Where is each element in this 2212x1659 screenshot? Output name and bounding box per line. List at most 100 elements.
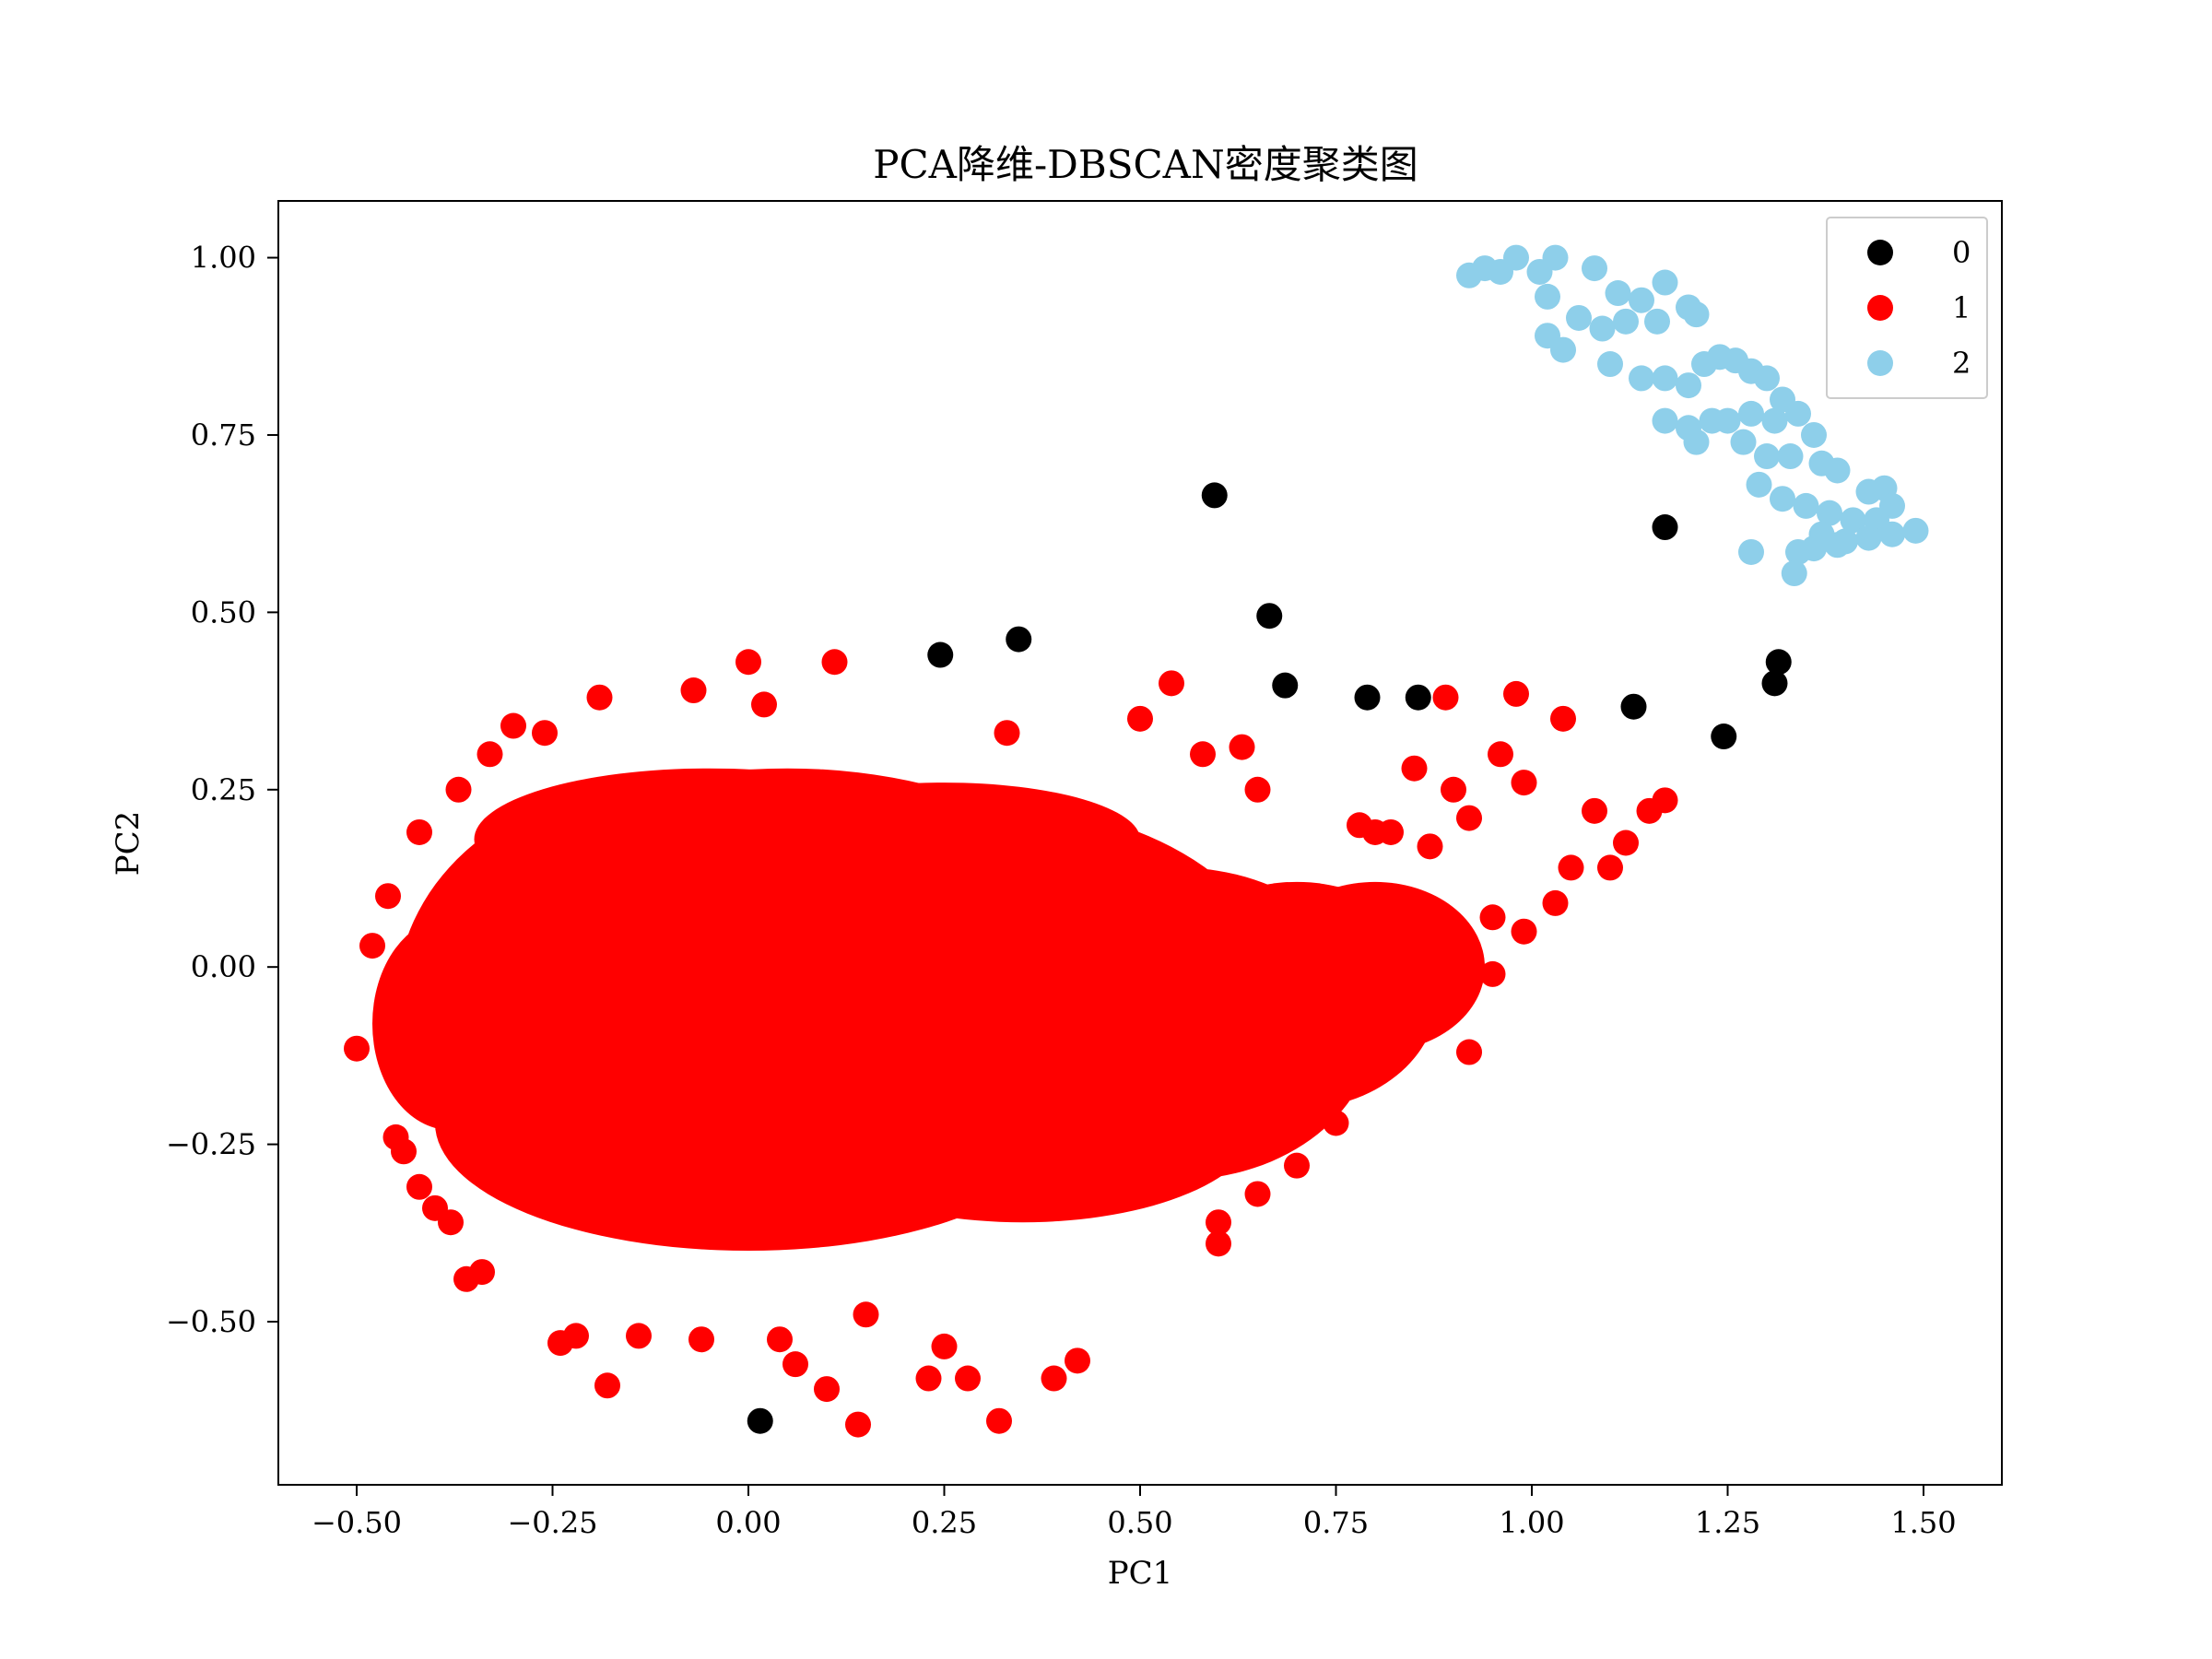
point-series-2 — [1714, 407, 1741, 434]
x-tick-label: 1.50 — [1890, 1505, 1956, 1540]
y-tick-label: 0.00 — [191, 949, 256, 984]
dense-cluster-shape — [787, 1023, 1258, 1223]
point-series-2 — [1824, 457, 1851, 484]
point-series-1 — [688, 1326, 714, 1353]
point-series-2 — [1738, 400, 1764, 427]
point-series-1 — [1417, 833, 1443, 860]
point-series-1 — [406, 818, 432, 845]
point-series-2 — [1605, 280, 1631, 307]
point-series-1 — [1401, 755, 1428, 782]
point-series-2 — [1746, 471, 1772, 498]
point-series-1 — [1550, 705, 1576, 732]
point-series-1 — [994, 720, 1020, 747]
legend-box — [1826, 217, 1988, 399]
point-series-1 — [1432, 684, 1459, 711]
point-series-2 — [1770, 486, 1795, 512]
point-series-1 — [853, 1301, 879, 1328]
point-series-2 — [1535, 283, 1560, 310]
y-axis: −0.50 −0.25 0.00 0.25 0.50 0.75 1.00 — [166, 241, 278, 1339]
point-series-2 — [1902, 517, 1929, 544]
point-series-0 — [1405, 684, 1431, 711]
point-series-0 — [1711, 724, 1737, 750]
point-series-0 — [747, 1407, 773, 1434]
point-series-2 — [1613, 308, 1639, 335]
point-series-1 — [532, 720, 558, 747]
y-tick-label: 1.00 — [191, 241, 256, 276]
point-series-1 — [986, 1407, 1012, 1434]
point-series-1 — [438, 1209, 464, 1236]
point-series-2 — [1683, 301, 1710, 328]
series-1-dense-cluster — [372, 768, 1485, 1252]
point-series-1 — [1425, 989, 1451, 1016]
point-series-2 — [1652, 407, 1678, 434]
point-series-1 — [1284, 1152, 1310, 1179]
point-series-1 — [1613, 830, 1639, 856]
point-series-2 — [1855, 524, 1882, 551]
point-series-2 — [1652, 365, 1678, 392]
x-tick-label: 0.75 — [1303, 1505, 1369, 1540]
point-series-0 — [1652, 514, 1678, 541]
point-series-1 — [375, 883, 401, 910]
point-series-1 — [1378, 818, 1404, 845]
x-tick-label: −0.25 — [507, 1505, 597, 1540]
point-series-1 — [563, 1323, 589, 1349]
x-axis: −0.50 −0.25 0.00 0.25 0.50 0.75 1.00 1.25 1.50 — [312, 1485, 1957, 1540]
point-series-2 — [1781, 560, 1807, 587]
point-series-2 — [1754, 443, 1780, 470]
point-series-2 — [1801, 535, 1827, 562]
point-series-2 — [1597, 351, 1623, 378]
point-series-0 — [1354, 684, 1381, 711]
legend-marker-0 — [1867, 240, 1893, 265]
point-series-1 — [782, 1351, 808, 1378]
point-series-1 — [1159, 670, 1184, 697]
x-tick-label: 1.25 — [1695, 1505, 1760, 1540]
x-tick-label: 0.00 — [715, 1505, 781, 1540]
point-series-1 — [767, 1326, 793, 1353]
point-series-1 — [1347, 1067, 1372, 1094]
point-series-2 — [1730, 429, 1757, 455]
point-series-0 — [1256, 603, 1283, 629]
point-series-1 — [1041, 1365, 1067, 1392]
point-series-0 — [1620, 693, 1647, 720]
point-series-2 — [1589, 315, 1616, 342]
point-series-1 — [1065, 1347, 1090, 1374]
dense-cluster-shape — [372, 917, 529, 1131]
point-series-2 — [1840, 507, 1866, 534]
point-series-1 — [1323, 1110, 1349, 1136]
point-series-2 — [1582, 255, 1607, 282]
y-axis-label: PC2 — [110, 811, 147, 877]
point-series-2 — [1777, 443, 1804, 470]
point-series-1 — [359, 933, 385, 959]
point-series-1 — [626, 1323, 652, 1349]
point-series-1 — [735, 649, 761, 676]
point-series-2 — [1785, 400, 1811, 427]
point-series-1 — [1511, 770, 1537, 796]
x-axis-label: PC1 — [1108, 1555, 1173, 1592]
point-series-0 — [1765, 649, 1792, 676]
point-series-1 — [594, 1372, 620, 1399]
point-series-1 — [1441, 776, 1466, 803]
point-series-1 — [1456, 1039, 1482, 1065]
point-series-1 — [406, 1173, 432, 1200]
point-series-2 — [1644, 308, 1670, 335]
y-tick-label: −0.50 — [166, 1304, 256, 1339]
point-series-2 — [1754, 365, 1780, 392]
point-series-1 — [915, 1365, 942, 1392]
point-series-1 — [1488, 741, 1513, 768]
point-series-1 — [586, 684, 613, 711]
point-series-2 — [1824, 532, 1851, 559]
point-series-1 — [1582, 797, 1607, 824]
point-series-1 — [1244, 776, 1271, 803]
point-series-1 — [1362, 1039, 1388, 1065]
point-series-2 — [1550, 336, 1576, 363]
point-series-1 — [955, 1365, 981, 1392]
y-tick-label: 0.50 — [191, 594, 256, 629]
point-series-1 — [680, 677, 707, 704]
point-series-2 — [1793, 492, 1819, 519]
point-series-1 — [445, 776, 472, 803]
dense-cluster-shape — [748, 782, 1140, 897]
legend: 0 1 2 — [1826, 217, 1988, 399]
point-series-1 — [344, 1035, 370, 1062]
point-series-1 — [821, 649, 848, 676]
